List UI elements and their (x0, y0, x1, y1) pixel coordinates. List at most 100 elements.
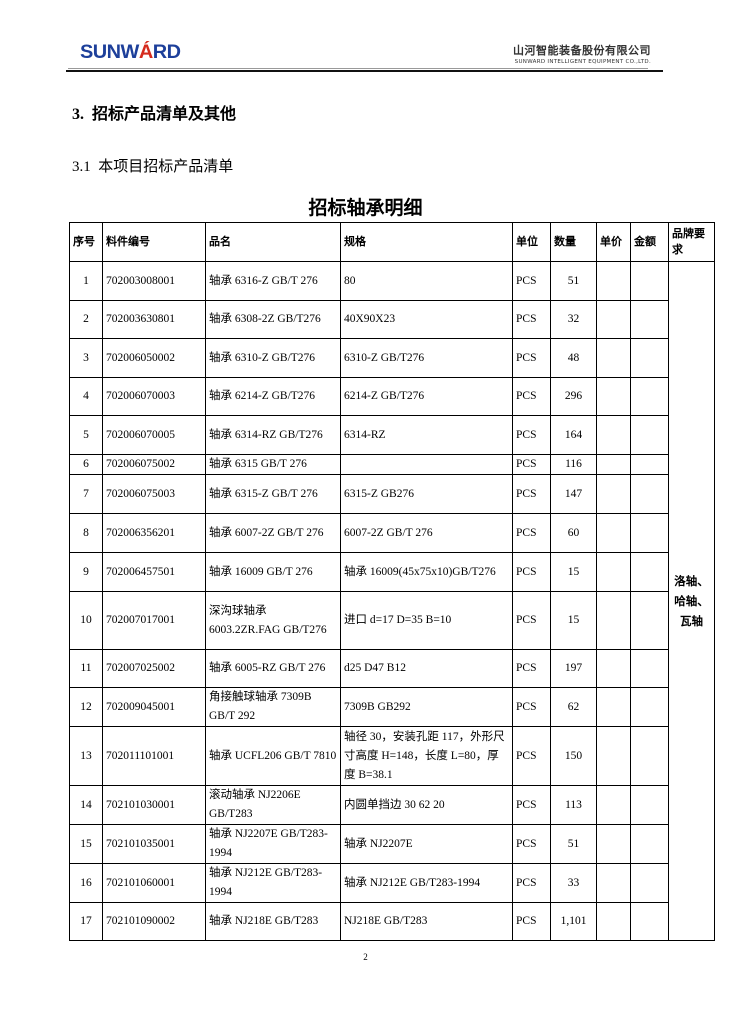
unit-price-cell (596, 649, 631, 688)
quantity-cell: 33 (550, 863, 597, 903)
quantity-cell: 296 (550, 377, 597, 416)
part-number-cell: 702006075003 (102, 474, 206, 514)
part-number-cell: 702003630801 (102, 300, 206, 339)
row-index-cell: 8 (69, 513, 103, 553)
quantity-cell: 1,101 (550, 902, 597, 941)
table-row: 14 702101030001 滚动轴承 NJ2206E GB/T283 内圆单挡边 … (69, 785, 715, 825)
subsection-heading: 3.1 本项目招标产品清单 (72, 159, 234, 175)
product-name-cell: 轴承 6005-RZ GB/T 276 (205, 649, 341, 688)
unit-price-cell (596, 261, 631, 301)
table-row: 15 702101035001 轴承 NJ2207E GB/T283-1994 轴承 … (69, 824, 715, 864)
row-index-cell: 13 (69, 726, 103, 786)
unit-price-cell (596, 902, 631, 941)
row-index-cell: 1 (69, 261, 103, 301)
spec-cell: 6315-Z GB276 (340, 474, 513, 514)
row-index-cell: 16 (69, 863, 103, 903)
part-number-cell: 702101035001 (102, 824, 206, 864)
part-number-cell: 702101060001 (102, 863, 206, 903)
unit-price-cell (596, 377, 631, 416)
quantity-cell: 15 (550, 591, 597, 650)
product-name-cell: 轴承 6316-Z GB/T 276 (205, 261, 341, 301)
amount-cell (630, 726, 669, 786)
product-name-cell: 轴承 6315-Z GB/T 276 (205, 474, 341, 514)
company-name: 山河智能装备股份有限公司 SUNWARD INTELLIGENT EQUIPME… (513, 42, 651, 65)
part-number-cell: 702003008001 (102, 261, 206, 301)
unit-price-cell (596, 415, 631, 455)
header-col-amount: 金额 (630, 222, 669, 262)
table-row: 9 702006457501 轴承 16009 GB/T 276 轴承 16009(4… (69, 552, 715, 592)
unit-price-cell (596, 687, 631, 727)
quantity-cell: 15 (550, 552, 597, 592)
header-col-unit-price: 单价 (596, 222, 631, 262)
unit-cell: PCS (512, 824, 551, 864)
part-number-cell: 702007025002 (102, 649, 206, 688)
unit-price-cell (596, 552, 631, 592)
quantity-cell: 164 (550, 415, 597, 455)
unit-cell: PCS (512, 261, 551, 301)
product-name-cell: 角接触球轴承 7309B GB/T 292 (205, 687, 341, 727)
amount-cell (630, 591, 669, 650)
amount-cell (630, 513, 669, 553)
header-col-spec: 规格 (340, 222, 513, 262)
row-index-cell: 4 (69, 377, 103, 416)
unit-cell: PCS (512, 474, 551, 514)
header-divider (68, 68, 648, 69)
amount-cell (630, 415, 669, 455)
product-name-cell: 轴承 6315 GB/T 276 (205, 454, 341, 475)
part-number-cell: 702101030001 (102, 785, 206, 825)
header-col-unit: 单位 (512, 222, 551, 262)
brand-requirement-cell: 洛轴、哈轴、瓦轴 (668, 261, 715, 941)
part-number-cell: 702006070003 (102, 377, 206, 416)
quantity-cell: 150 (550, 726, 597, 786)
spec-cell: 内圆单挡边 30 62 20 (340, 785, 513, 825)
header-col-quantity: 数量 (550, 222, 597, 262)
unit-cell: PCS (512, 454, 551, 475)
row-index-cell: 3 (69, 338, 103, 378)
amount-cell (630, 261, 669, 301)
unit-price-cell (596, 591, 631, 650)
row-index-cell: 17 (69, 902, 103, 941)
company-name-cn: 山河智能装备股份有限公司 (513, 44, 651, 57)
spec-cell: 40X90X23 (340, 300, 513, 339)
amount-cell (630, 474, 669, 514)
part-number-cell: 702006457501 (102, 552, 206, 592)
part-number-cell: 702009045001 (102, 687, 206, 727)
product-name-cell: 轴承 6308-2Z GB/T276 (205, 300, 341, 339)
product-name-cell: 轴承 6314-RZ GB/T276 (205, 415, 341, 455)
amount-cell (630, 649, 669, 688)
quantity-cell: 197 (550, 649, 597, 688)
spec-cell: 6314-RZ (340, 415, 513, 455)
unit-cell: PCS (512, 415, 551, 455)
table-row: 2 702003630801 轴承 6308-2Z GB/T276 40X90X23 P… (69, 300, 715, 339)
header-col-product-name: 品名 (205, 222, 341, 262)
product-name-cell: 轴承 6310-Z GB/T276 (205, 338, 341, 378)
page-number: 2 (363, 952, 368, 962)
section-heading: 3. 招标产品清单及其他 (72, 106, 237, 123)
unit-price-cell (596, 824, 631, 864)
table-row: 6 702006075002 轴承 6315 GB/T 276 PCS 116 (69, 454, 715, 475)
part-number-cell: 702101090002 (102, 902, 206, 941)
part-number-cell: 702006356201 (102, 513, 206, 553)
amount-cell (630, 454, 669, 475)
unit-price-cell (596, 300, 631, 339)
spec-cell: 6310-Z GB/T276 (340, 338, 513, 378)
part-number-cell: 702006070005 (102, 415, 206, 455)
row-index-cell: 10 (69, 591, 103, 650)
product-name-cell: 滚动轴承 NJ2206E GB/T283 (205, 785, 341, 825)
quantity-cell: 116 (550, 454, 597, 475)
table-row: 12 702009045001 角接触球轴承 7309B GB/T 292 7309B… (69, 687, 715, 727)
product-name-cell: 轴承 NJ2207E GB/T283-1994 (205, 824, 341, 864)
row-index-cell: 2 (69, 300, 103, 339)
spec-cell (340, 454, 513, 475)
part-number-cell: 702007017001 (102, 591, 206, 650)
amount-cell (630, 902, 669, 941)
spec-cell: 轴承 NJ2207E (340, 824, 513, 864)
table-row: 3 702006050002 轴承 6310-Z GB/T276 6310-Z GB/… (69, 338, 715, 378)
spec-cell: 轴承 16009(45x75x10)GB/T276 (340, 552, 513, 592)
row-index-cell: 15 (69, 824, 103, 864)
header-divider-thick (66, 70, 663, 72)
unit-price-cell (596, 513, 631, 553)
part-number-cell: 702006050002 (102, 338, 206, 378)
amount-cell (630, 377, 669, 416)
spec-cell: 进口 d=17 D=35 B=10 (340, 591, 513, 650)
